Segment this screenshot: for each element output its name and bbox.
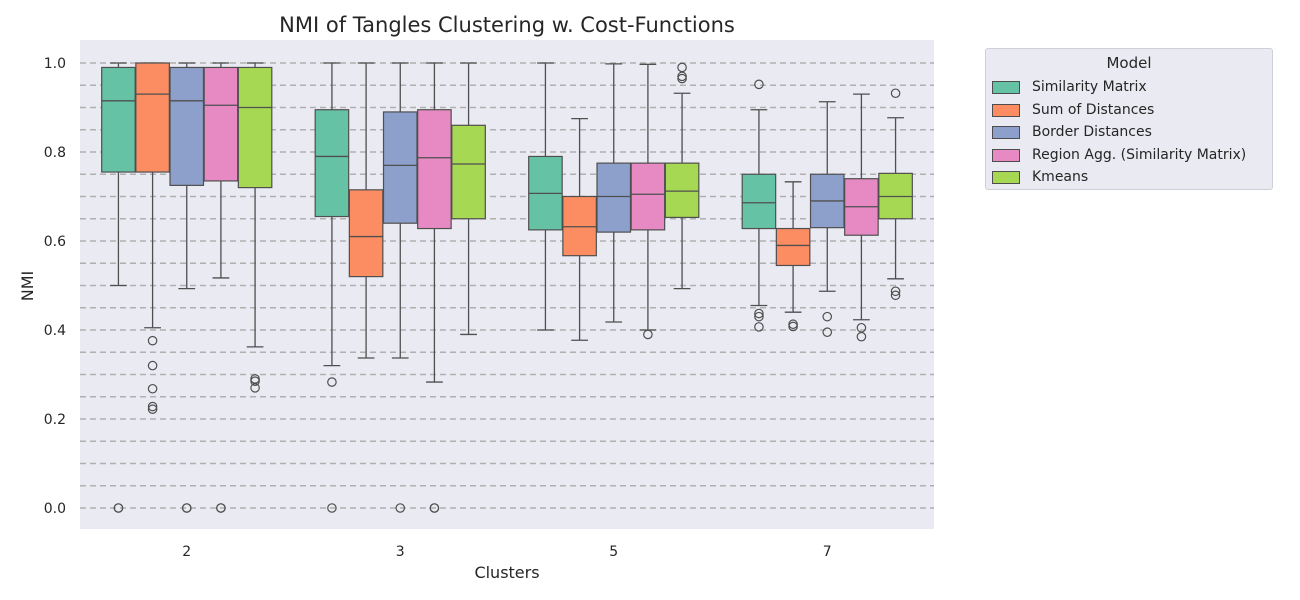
outlier-point (395, 503, 406, 513)
x-tick-label: 2 (182, 544, 191, 560)
box-iqr (203, 66, 239, 182)
outlier-point (147, 401, 158, 412)
box (775, 181, 811, 332)
box-iqr (237, 66, 273, 189)
legend-label: Kmeans (1032, 169, 1089, 185)
outlier-point (327, 377, 337, 387)
x-tick-label: 3 (396, 544, 405, 560)
outlier-point (890, 290, 901, 301)
outlier-point (181, 503, 192, 513)
box-iqr (562, 195, 597, 257)
x-axis-label: Clusters (474, 563, 539, 582)
box-groups (101, 62, 913, 513)
box (664, 62, 700, 290)
outlier-point (822, 311, 833, 322)
legend-label: Similarity Matrix (1032, 79, 1147, 95)
outlier-point (677, 73, 687, 84)
box-iqr (348, 189, 384, 278)
legend-item: Sum of Distances (992, 101, 1272, 121)
box-iqr (451, 124, 486, 220)
y-axis-ticks: 0.0 0.2 0.4 0.6 0.8 1.0 (44, 56, 66, 517)
legend-swatch (992, 171, 1020, 184)
box (596, 63, 632, 323)
legend-title: Model (1106, 54, 1152, 72)
outlier-point (856, 331, 867, 342)
outlier-point (147, 404, 158, 415)
outlier-point (754, 79, 764, 90)
outlier-point (890, 88, 901, 99)
x-tick-label: 7 (823, 544, 832, 560)
outlier-point (754, 322, 764, 332)
box (417, 62, 452, 513)
outlier-point (250, 383, 260, 393)
box (237, 62, 273, 393)
legend-swatch (992, 148, 1020, 162)
legend-label: Border Distances (1032, 124, 1152, 140)
box (562, 117, 597, 341)
outlier-point (890, 286, 901, 297)
outlier-point (327, 503, 337, 513)
box-iqr (169, 66, 205, 186)
box (203, 62, 239, 513)
legend-item: Region Agg. (Similarity Matrix) (992, 146, 1272, 166)
y-tick-label: 1.0 (44, 56, 66, 72)
box-iqr (775, 227, 811, 267)
box-iqr (741, 173, 777, 230)
box (382, 62, 418, 513)
legend-swatch (992, 103, 1020, 117)
box-iqr (417, 109, 452, 230)
outlier-point (643, 329, 653, 340)
box (314, 62, 350, 513)
box (528, 62, 563, 331)
chart-title: NMI of Tangles Clustering w. Cost-Functi… (279, 13, 735, 37)
box (451, 62, 486, 336)
outlier-point (250, 376, 260, 386)
legend-item: Kmeans (992, 168, 1272, 188)
y-tick-label: 0.6 (44, 234, 66, 250)
box (878, 88, 913, 301)
x-axis-ticks: 2 3 5 7 (182, 544, 831, 560)
outlier-point (754, 308, 764, 319)
box-iqr (664, 162, 700, 219)
box (741, 79, 777, 332)
y-tick-label: 0.0 (44, 501, 66, 517)
box-iqr (101, 66, 136, 173)
outlier-point (113, 503, 124, 513)
legend-swatch (992, 81, 1020, 94)
y-tick-label: 0.8 (44, 145, 66, 161)
y-tick-label: 0.2 (44, 412, 66, 428)
box-iqr (630, 162, 666, 231)
outlier-point (429, 503, 440, 513)
legend-swatch (992, 126, 1020, 139)
legend-label: Sum of Distances (1032, 101, 1155, 118)
legend-item: Similarity Matrix (992, 78, 1272, 98)
outlier-point (216, 503, 226, 513)
box (135, 62, 170, 415)
outlier-point (822, 327, 833, 338)
box (348, 62, 384, 359)
outlier-point (147, 360, 158, 371)
box-iqr (135, 62, 170, 173)
box (101, 62, 136, 513)
outlier-point (147, 383, 158, 394)
box (630, 63, 666, 340)
box-iqr (382, 111, 418, 224)
outlier-point (754, 311, 764, 322)
legend-item: Border Distances (992, 123, 1272, 143)
box (169, 62, 205, 513)
box-iqr (314, 109, 350, 218)
x-tick-label: 5 (609, 544, 618, 560)
y-axis-label: NMI (18, 271, 37, 302)
box (809, 101, 845, 338)
y-tick-label: 0.4 (44, 323, 66, 339)
legend-label: Region Agg. (Similarity Matrix) (1032, 146, 1247, 163)
box-iqr (596, 162, 632, 233)
outlier-point (788, 321, 798, 332)
box (844, 93, 879, 342)
outlier-point (147, 335, 158, 346)
legend: Model Similarity Matrix Sum of Distances B… (985, 48, 1273, 190)
